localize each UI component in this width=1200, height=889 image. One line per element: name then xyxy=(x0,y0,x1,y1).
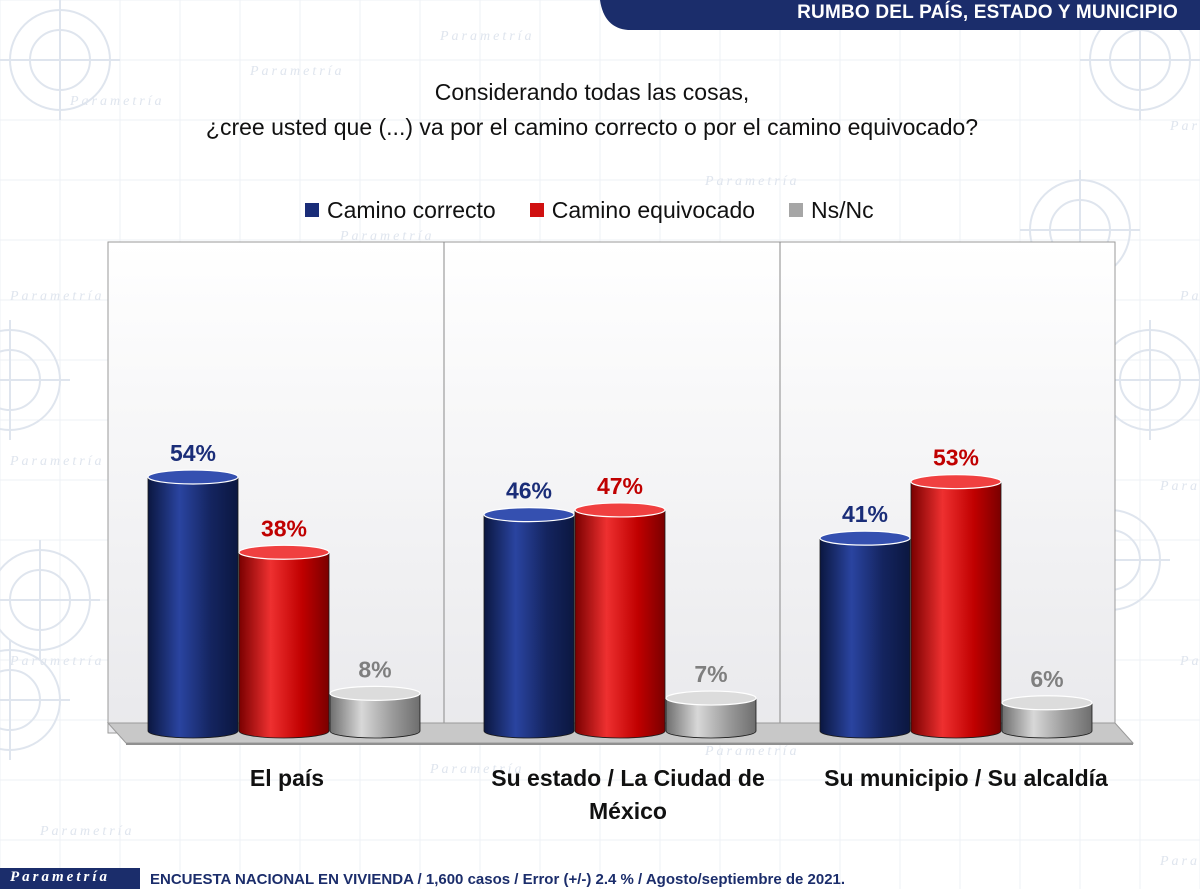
legend-label-correcto: Camino correcto xyxy=(327,196,496,223)
category-label-3: Su municipio / Su alcaldía xyxy=(824,765,1108,791)
data-label-nsnc-3: 6% xyxy=(1030,666,1063,692)
bar-correcto-1 xyxy=(147,469,239,739)
legend-label-equivocado: Camino equivocado xyxy=(551,196,756,223)
watermark-text: Parametría xyxy=(1179,654,1200,669)
footer-logo-text: Parametría xyxy=(10,869,110,885)
category-label-2: Su estado / La Ciudad de xyxy=(491,765,764,791)
watermark-text: Parametría xyxy=(1179,289,1200,304)
bar-equivocado-3 xyxy=(910,474,1002,739)
data-label-nsnc-2: 7% xyxy=(694,661,727,687)
data-label-correcto-1: 54% xyxy=(170,440,216,466)
bar-nsnc-1 xyxy=(329,685,421,739)
footer-survey-note: ENCUESTA NACIONAL EN VIVIENDA / 1,600 ca… xyxy=(150,871,846,888)
legend-swatch-nsnc xyxy=(789,203,804,217)
data-label-correcto-2: 46% xyxy=(506,478,552,504)
question-line-1: Considerando todas las cosas, xyxy=(434,79,750,105)
legend-item-nsnc: Ns/Nc xyxy=(789,197,874,224)
category-label-1: El país xyxy=(250,765,324,791)
watermark-motif xyxy=(0,540,100,660)
header-title: RUMBO DEL PAÍS, ESTADO Y MUNICIPIO xyxy=(797,2,1178,23)
data-label-nsnc-1: 8% xyxy=(358,656,391,682)
watermark-text: Parametría xyxy=(9,289,105,304)
watermark-text: Parametría xyxy=(1159,854,1200,869)
watermark-text: Parametría xyxy=(439,29,535,44)
data-label-equivocado-3: 53% xyxy=(933,445,979,471)
watermark-text: Parametría xyxy=(429,762,525,777)
legend-swatch-equivocado xyxy=(529,203,544,217)
chart-floor-edge xyxy=(126,743,1133,745)
watermark-motif xyxy=(0,320,70,440)
header-bar xyxy=(600,0,1200,30)
data-label-equivocado-2: 47% xyxy=(597,473,643,499)
watermark-text: Parametría xyxy=(1169,119,1200,134)
watermark-text: Parametría xyxy=(1159,479,1200,494)
watermark-text: Parametría xyxy=(9,654,105,669)
watermark-text: Parametría xyxy=(39,824,135,839)
watermark-motif xyxy=(0,0,120,120)
watermark-motif xyxy=(0,640,70,760)
watermark-text: Parametría xyxy=(704,744,800,759)
bar-equivocado-2 xyxy=(574,502,666,739)
bar-nsnc-3 xyxy=(1001,695,1093,739)
legend-swatch-correcto xyxy=(305,203,319,217)
data-label-correcto-3: 41% xyxy=(842,501,888,527)
watermark-text: Parametría xyxy=(69,94,165,109)
watermark-text: Parametría xyxy=(339,229,435,244)
legend-label-nsnc: Ns/Nc xyxy=(811,196,874,223)
bar-correcto-2 xyxy=(483,507,575,739)
watermark-text: Parametría xyxy=(9,454,105,469)
footer-logo: Parametría xyxy=(0,868,140,889)
watermark-text: Parametría xyxy=(249,64,345,79)
bar-nsnc-2 xyxy=(665,690,757,739)
question-line-2: ¿cree usted que (...) va por el camino c… xyxy=(205,114,979,140)
bar-correcto-3 xyxy=(819,530,911,739)
legend-item-correcto: Camino correcto xyxy=(305,197,496,224)
watermark-text: Parametría xyxy=(704,174,800,189)
bar-equivocado-1 xyxy=(238,544,330,739)
data-label-equivocado-1: 38% xyxy=(261,515,307,541)
category-label-2: México xyxy=(589,798,667,824)
chart-legend: Camino correcto Camino equivocado Ns/Nc xyxy=(305,195,908,225)
legend-item-equivocado: Camino equivocado xyxy=(529,196,756,224)
